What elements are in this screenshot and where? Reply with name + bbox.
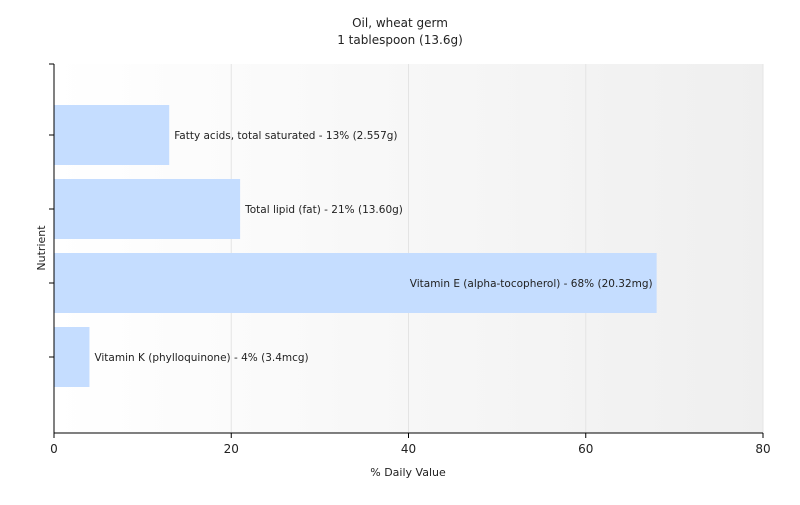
bar xyxy=(54,327,90,387)
x-tick-label: 60 xyxy=(578,442,593,456)
bar xyxy=(54,179,241,239)
grid-lines xyxy=(230,64,764,433)
bar-data-label: Vitamin K (phylloquinone) - 4% (3.4mcg) xyxy=(94,352,308,364)
y-axis-title: Nutrient xyxy=(35,225,48,271)
bars xyxy=(54,105,657,387)
x-tick-label: 80 xyxy=(755,442,770,456)
x-tick-label: 20 xyxy=(224,442,239,456)
x-tick-label: 0 xyxy=(50,442,58,456)
bar-data-label: Fatty acids, total saturated - 13% (2.55… xyxy=(174,130,397,142)
bar xyxy=(54,253,657,313)
axes: 0 20 40 60 80 xyxy=(49,63,771,456)
bar-data-label: Vitamin E (alpha-tocopherol) - 68% (20.3… xyxy=(410,278,653,290)
chart-subtitle: 1 tablespoon (13.6g) xyxy=(337,33,463,47)
bar-data-label: Total lipid (fat) - 21% (13.60g) xyxy=(244,204,403,216)
x-axis-title: % Daily Value xyxy=(370,466,446,479)
x-tick-label: 40 xyxy=(401,442,416,456)
chart-title: Oil, wheat germ xyxy=(352,16,448,30)
data-labels: Fatty acids, total saturated - 13% (2.55… xyxy=(94,130,652,364)
bar xyxy=(54,105,170,165)
